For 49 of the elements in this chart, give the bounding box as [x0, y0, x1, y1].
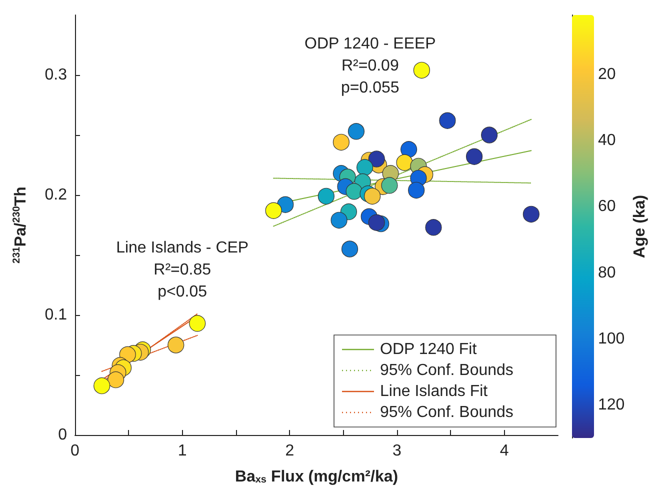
- x-axis-title: Baxs Flux (mg/cm²/ka): [234, 468, 398, 486]
- point: [522, 206, 540, 222]
- legend-label: 95% Conf. Bounds: [380, 362, 514, 379]
- point: [318, 188, 334, 204]
- x-tick-label: 4: [500, 442, 509, 460]
- point: [381, 177, 398, 194]
- x-tick-label: 1: [178, 442, 187, 460]
- y-tick-label: 0.3: [44, 66, 68, 84]
- legend-label: Line Islands Fit: [380, 383, 488, 400]
- x-tick-label: 2: [285, 442, 294, 460]
- point: [400, 141, 418, 158]
- y-tick-label: 0.2: [44, 186, 68, 204]
- point: [408, 182, 425, 198]
- point: [94, 378, 110, 394]
- point: [425, 219, 442, 236]
- point: [265, 202, 282, 219]
- color-bar-label: 20: [598, 66, 616, 83]
- point: [277, 196, 294, 213]
- point: [346, 183, 362, 200]
- x-tick-label: 3: [392, 442, 402, 460]
- legend-label: ODP 1240 Fit: [380, 341, 478, 358]
- point: [168, 336, 184, 354]
- color-bar-label: 60: [598, 198, 616, 216]
- legend-label: 95% Conf. Bounds: [380, 404, 514, 421]
- point: [108, 372, 124, 388]
- point: [189, 315, 206, 332]
- color-bar-label: 40: [598, 132, 616, 150]
- point: [481, 126, 498, 144]
- point: [368, 214, 385, 231]
- point: [341, 240, 358, 258]
- point: [348, 123, 365, 140]
- annotation: Line Islands - CEP R²=0.85 p<0.05: [116, 240, 249, 300]
- point: [364, 188, 381, 204]
- point: [330, 212, 348, 228]
- point: [439, 112, 456, 129]
- color-bar-label: 80: [598, 264, 616, 282]
- y-tick-label: 0.1: [44, 306, 68, 324]
- point: [368, 150, 385, 168]
- point: [356, 159, 374, 176]
- color-bar-title: Age (ka): [632, 194, 648, 258]
- annotation: ODP 1240 - EEEP R²=0.09 p=0.055: [304, 36, 436, 96]
- x-tick-label: 0: [70, 442, 80, 460]
- point: [413, 62, 430, 78]
- color-bar-label: 100: [598, 330, 625, 348]
- color-bar-label: 120: [598, 396, 625, 414]
- point: [396, 154, 413, 171]
- y-axis-title: 231Pa/230Th: [12, 186, 30, 264]
- point: [466, 148, 483, 165]
- y-tick-label: 0: [58, 426, 68, 444]
